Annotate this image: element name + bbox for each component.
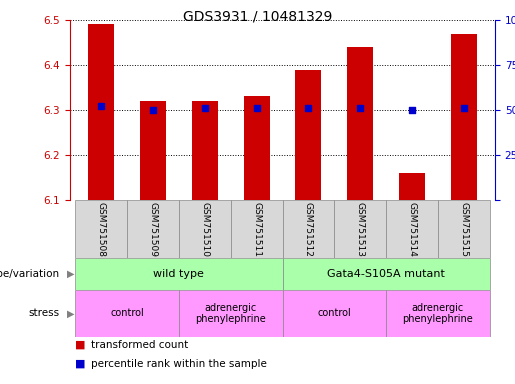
Text: adrenergic
phenylephrine: adrenergic phenylephrine xyxy=(195,303,266,324)
Point xyxy=(149,107,157,113)
Text: GSM751508: GSM751508 xyxy=(97,202,106,257)
Text: control: control xyxy=(110,308,144,318)
Text: GDS3931 / 10481329: GDS3931 / 10481329 xyxy=(183,10,332,23)
FancyBboxPatch shape xyxy=(283,200,334,258)
Text: transformed count: transformed count xyxy=(91,340,188,350)
Text: GSM751511: GSM751511 xyxy=(252,202,261,257)
Text: stress: stress xyxy=(28,308,60,318)
Bar xyxy=(192,101,218,200)
FancyBboxPatch shape xyxy=(75,200,127,258)
Text: wild type: wild type xyxy=(153,269,204,279)
FancyBboxPatch shape xyxy=(231,200,283,258)
FancyBboxPatch shape xyxy=(179,200,231,258)
Text: percentile rank within the sample: percentile rank within the sample xyxy=(91,359,266,369)
FancyBboxPatch shape xyxy=(386,290,490,337)
Text: ■: ■ xyxy=(75,359,85,369)
Bar xyxy=(451,33,477,200)
Bar xyxy=(140,101,166,200)
Text: ▶: ▶ xyxy=(67,308,75,318)
FancyBboxPatch shape xyxy=(438,200,490,258)
Point xyxy=(201,105,209,111)
Point xyxy=(408,107,416,113)
Bar xyxy=(296,70,321,200)
Text: GSM751513: GSM751513 xyxy=(356,202,365,257)
FancyBboxPatch shape xyxy=(283,290,386,337)
Text: GSM751510: GSM751510 xyxy=(200,202,209,257)
Point xyxy=(356,105,365,111)
Bar xyxy=(88,25,114,200)
FancyBboxPatch shape xyxy=(75,258,283,290)
Point xyxy=(97,103,105,109)
Text: GSM751514: GSM751514 xyxy=(407,202,417,257)
FancyBboxPatch shape xyxy=(386,200,438,258)
FancyBboxPatch shape xyxy=(334,200,386,258)
Point xyxy=(252,105,261,111)
Text: control: control xyxy=(317,308,351,318)
Text: genotype/variation: genotype/variation xyxy=(0,269,60,279)
Text: GSM751509: GSM751509 xyxy=(148,202,158,257)
FancyBboxPatch shape xyxy=(127,200,179,258)
Text: ▶: ▶ xyxy=(67,269,75,279)
FancyBboxPatch shape xyxy=(283,258,490,290)
Text: Gata4-S105A mutant: Gata4-S105A mutant xyxy=(327,269,445,279)
FancyBboxPatch shape xyxy=(75,290,179,337)
Text: GSM751512: GSM751512 xyxy=(304,202,313,257)
Bar xyxy=(399,173,425,200)
Text: ■: ■ xyxy=(75,340,85,350)
Text: GSM751515: GSM751515 xyxy=(459,202,469,257)
Point xyxy=(460,105,468,111)
FancyBboxPatch shape xyxy=(179,290,283,337)
Bar xyxy=(347,47,373,200)
Bar xyxy=(244,96,269,200)
Point xyxy=(304,105,313,111)
Text: adrenergic
phenylephrine: adrenergic phenylephrine xyxy=(403,303,473,324)
